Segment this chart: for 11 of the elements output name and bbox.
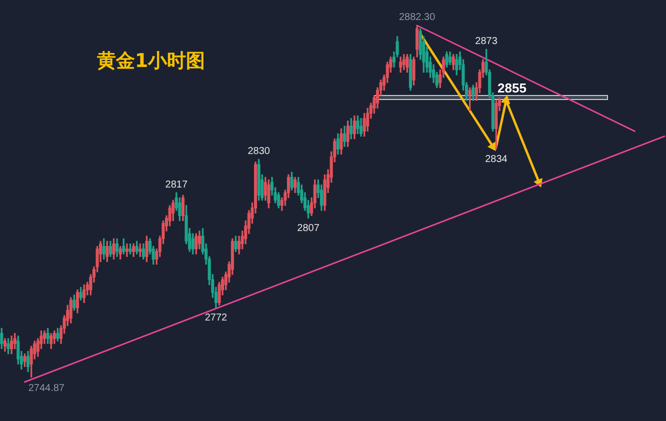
annotation: 2807	[297, 222, 320, 234]
band-label: 2855	[498, 80, 526, 96]
candlestick	[125, 243, 128, 257]
annotation: 2744.87	[28, 382, 65, 394]
annotation: 2882.30	[398, 12, 436, 24]
annotation: 2772	[204, 312, 228, 324]
annotation: 2817	[165, 179, 188, 190]
annotation: 2834	[485, 154, 508, 165]
annotation: 2873	[475, 36, 498, 48]
annotation: 2830	[248, 146, 270, 158]
text: 黄金1小时图	[96, 50, 206, 72]
